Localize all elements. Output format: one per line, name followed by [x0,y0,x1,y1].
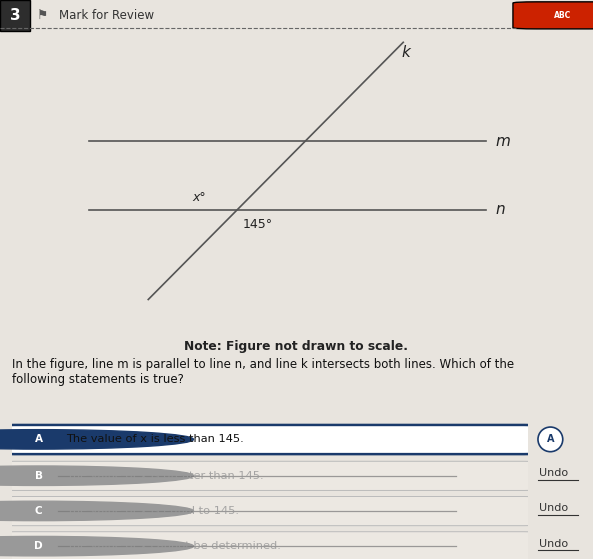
Circle shape [0,501,193,520]
Text: B: B [34,471,43,481]
Circle shape [0,537,193,556]
Text: k: k [402,45,410,60]
Text: C: C [35,506,43,516]
Text: A: A [547,434,554,444]
FancyBboxPatch shape [513,2,593,29]
Text: The value of x is equal to 145.: The value of x is equal to 145. [66,506,239,516]
Text: n: n [495,202,505,217]
FancyBboxPatch shape [0,0,30,31]
Text: m: m [495,134,510,149]
Text: The value of x cannot be determined.: The value of x cannot be determined. [66,541,281,551]
FancyBboxPatch shape [7,532,532,559]
Text: 145°: 145° [243,218,273,231]
FancyBboxPatch shape [7,496,532,525]
Text: Undo: Undo [538,503,568,513]
Text: Mark for Review: Mark for Review [59,9,154,22]
Text: A: A [34,434,43,444]
Circle shape [0,466,193,485]
Text: 3: 3 [9,8,20,23]
FancyBboxPatch shape [7,425,532,454]
Text: In the figure, line m is parallel to line n, and line k intersects both lines. W: In the figure, line m is parallel to lin… [12,358,514,386]
Text: Note: Figure not drawn to scale.: Note: Figure not drawn to scale. [184,340,409,353]
Text: The value of x is greater than 145.: The value of x is greater than 145. [66,471,264,481]
Text: Undo: Undo [538,538,568,548]
Text: ABC: ABC [554,11,572,20]
Circle shape [538,427,563,452]
FancyBboxPatch shape [7,461,532,490]
Text: D: D [34,541,43,551]
Text: The value of x is less than 145.: The value of x is less than 145. [66,434,244,444]
Text: x°: x° [192,191,205,204]
Text: Undo: Undo [538,468,568,478]
Text: ⚑: ⚑ [37,9,48,22]
Circle shape [0,430,193,449]
